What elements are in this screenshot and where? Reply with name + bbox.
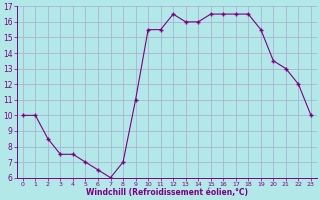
X-axis label: Windchill (Refroidissement éolien,°C): Windchill (Refroidissement éolien,°C) [86,188,248,197]
